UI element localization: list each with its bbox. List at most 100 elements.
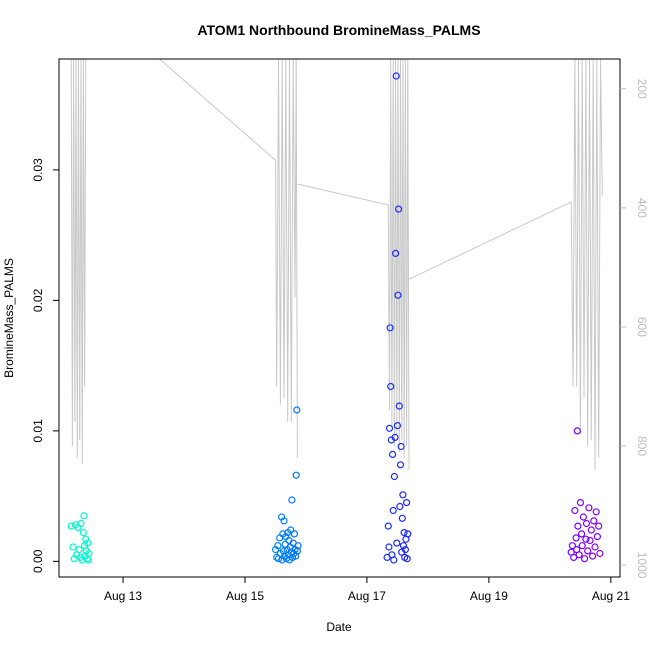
plot-frame	[58, 58, 621, 578]
data-point	[588, 552, 597, 560]
data-point	[387, 382, 395, 391]
data-point	[82, 535, 90, 543]
data-point	[396, 502, 404, 511]
data-point	[582, 535, 590, 543]
data-point	[274, 542, 282, 550]
data-point	[384, 522, 392, 530]
data-point	[69, 543, 77, 551]
data-point	[392, 249, 400, 257]
data-point	[582, 519, 591, 528]
pressure-trace-segment-1	[89, 59, 276, 161]
data-point	[399, 491, 407, 499]
data-point	[403, 499, 411, 507]
data-point	[585, 504, 593, 512]
x-tick-label: Aug 19	[470, 589, 508, 603]
pressure-overlay	[70, 59, 603, 470]
y-tick-label: 0.02	[31, 288, 45, 312]
data-point	[591, 543, 599, 551]
data-point	[80, 512, 88, 520]
data-point	[293, 547, 301, 555]
y2-tick-label: 600	[635, 317, 649, 337]
data-point	[393, 539, 401, 547]
data-point	[577, 530, 586, 538]
pressure-trace-segment-4	[387, 59, 410, 470]
data-point	[592, 508, 600, 516]
data-point	[398, 514, 406, 522]
x-axis: Aug 13 Aug 15 Aug 17 Aug 19 Aug 21	[104, 577, 630, 603]
data-point	[287, 526, 295, 534]
y2-tick-label: 400	[635, 198, 649, 218]
data-point	[587, 526, 595, 534]
x-tick-label: Aug 21	[592, 589, 630, 603]
y-tick-label: 0.03	[31, 158, 45, 182]
data-point	[579, 513, 588, 521]
data-point	[596, 549, 604, 558]
x-tick-label: Aug 13	[104, 589, 142, 603]
data-point	[280, 517, 288, 525]
data-point	[586, 536, 594, 545]
data-point	[394, 291, 402, 299]
data-point	[390, 472, 398, 481]
y-axis-label: BromineMass_PALMS	[2, 258, 16, 378]
y2-tick-label: 1000	[635, 552, 649, 579]
pressure-trace-segment-3	[297, 183, 389, 206]
data-point	[85, 549, 93, 558]
data-point	[389, 450, 397, 458]
data-point	[573, 427, 581, 435]
data-point	[571, 506, 579, 515]
data-point	[396, 461, 405, 469]
scatter-points	[67, 72, 604, 564]
data-point	[578, 542, 586, 550]
data-point	[572, 534, 580, 542]
data-point	[574, 522, 582, 530]
x-axis-label: Date	[326, 620, 352, 634]
data-point	[576, 499, 585, 507]
x-tick-label: Aug 17	[348, 589, 386, 603]
data-point	[390, 556, 398, 564]
data-point	[75, 545, 83, 554]
data-point	[404, 530, 412, 538]
y-axis-left: 0.00 0.01 0.02 0.03	[31, 158, 59, 573]
data-point	[67, 522, 75, 530]
data-point	[575, 551, 583, 559]
y2-tick-label: 200	[635, 79, 649, 99]
data-point	[403, 555, 411, 563]
pressure-trace-segment-0	[70, 59, 90, 464]
data-point	[397, 442, 405, 451]
data-point	[288, 496, 296, 504]
data-point	[395, 402, 403, 410]
data-point	[292, 471, 300, 479]
data-point	[290, 530, 298, 538]
pressure-trace-segment-2	[275, 59, 298, 458]
data-point	[401, 545, 409, 554]
y2-tick-label: 800	[635, 436, 649, 456]
data-point	[77, 519, 85, 528]
data-point	[395, 205, 403, 213]
y-tick-label: 0.00	[31, 549, 45, 573]
data-point	[294, 542, 302, 550]
data-point	[386, 324, 394, 332]
data-point	[79, 528, 88, 537]
y-tick-label: 0.01	[31, 419, 45, 443]
data-point	[584, 547, 592, 555]
data-point	[385, 543, 393, 551]
data-point	[392, 72, 400, 80]
pressure-trace-segment-6	[570, 59, 603, 470]
data-point	[389, 506, 397, 515]
data-point	[593, 532, 602, 541]
data-point	[580, 555, 589, 563]
data-point	[595, 522, 603, 530]
data-point	[568, 542, 577, 550]
data-point	[84, 539, 92, 547]
data-point	[590, 517, 598, 525]
pressure-trace-segment-5	[408, 201, 572, 280]
chart-title: ATOM1 Northbound BromineMass_PALMS	[197, 22, 480, 38]
data-point	[399, 542, 408, 550]
data-point	[391, 433, 399, 441]
data-point	[393, 422, 401, 430]
y-axis-right: 200 400 600 800 1000	[620, 79, 649, 579]
data-point	[293, 406, 301, 414]
data-point	[385, 424, 394, 432]
data-point	[276, 534, 284, 542]
